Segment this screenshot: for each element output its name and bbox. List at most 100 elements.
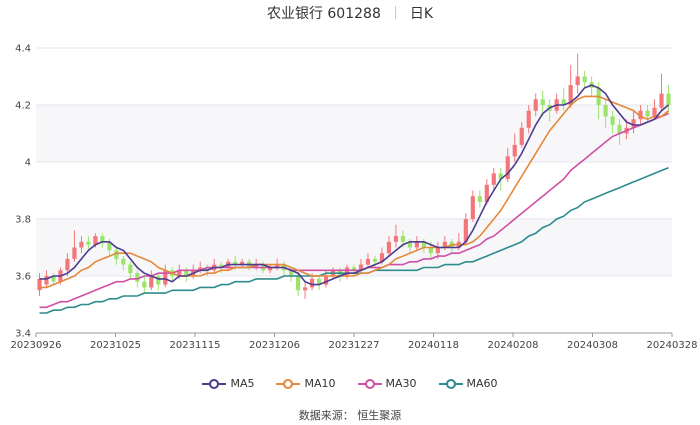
- candle-body: [505, 156, 510, 180]
- candle-body: [198, 267, 203, 271]
- title-divider: [394, 6, 396, 19]
- legend: MA5 MA10 MA30 MA60: [0, 377, 700, 390]
- candle-body: [631, 119, 636, 128]
- candle-body: [365, 258, 371, 265]
- candle-body: [268, 267, 273, 271]
- x-tick-label: 20231206: [249, 340, 300, 351]
- x-axis: 20230926 20231025 20231115 20231206 20231227…: [11, 332, 698, 351]
- legend-item-ma5[interactable]: MA5: [202, 377, 254, 390]
- candle-body: [442, 241, 447, 248]
- candle-body: [240, 261, 245, 265]
- legend-dot: [209, 378, 220, 389]
- candle-body: [344, 267, 350, 276]
- y-tick-label: 4: [25, 158, 31, 169]
- background-band: [36, 105, 672, 162]
- legend-swatch: [357, 378, 382, 389]
- candle-body: [309, 278, 315, 288]
- candle-body: [219, 264, 224, 268]
- plot-background-bands: [36, 105, 672, 276]
- candle-body: [114, 250, 119, 259]
- legend-item-ma60[interactable]: MA60: [438, 377, 498, 390]
- candle-body: [295, 276, 301, 291]
- candle-body: [107, 241, 112, 251]
- candle-body: [37, 278, 42, 291]
- candle-body: [400, 236, 406, 242]
- x-tick-label: 20231227: [329, 340, 380, 351]
- candle-body: [149, 276, 154, 288]
- candle-body: [156, 276, 161, 285]
- ma30-line: [39, 112, 669, 309]
- legend-label: MA10: [304, 377, 336, 390]
- y-axis-ticks: 3.4 3.6 3.8 4 4.2 4.4: [15, 44, 31, 340]
- candle-body: [666, 93, 671, 105]
- x-tick-label: 20231115: [170, 340, 221, 351]
- candle-body: [163, 270, 168, 285]
- legend-dot: [445, 378, 456, 389]
- candle-body: [421, 241, 426, 248]
- x-tick-label: 20231025: [90, 340, 141, 351]
- candle-body: [428, 247, 433, 254]
- candle-body: [659, 93, 664, 108]
- candle-body: [121, 258, 126, 265]
- candle-body: [470, 196, 475, 219]
- candle-body: [393, 236, 399, 242]
- legend-swatch: [276, 378, 301, 389]
- candle-body: [86, 241, 91, 245]
- legend-item-ma10[interactable]: MA10: [276, 377, 336, 390]
- candle-body: [142, 281, 147, 288]
- candle-body: [575, 76, 580, 86]
- candle-body: [65, 258, 70, 271]
- candle-body: [484, 184, 489, 202]
- legend-item-ma30[interactable]: MA30: [357, 377, 417, 390]
- candle-body: [372, 258, 378, 262]
- x-tick-label: 20230926: [11, 340, 62, 351]
- y-tick-label: 4.4: [15, 44, 31, 55]
- candle-body: [498, 173, 503, 180]
- candle-body: [414, 241, 419, 248]
- candle-body: [526, 110, 531, 128]
- legend-label: MA5: [230, 377, 255, 390]
- y-tick-label: 3.4: [15, 329, 31, 340]
- ma5-line: [39, 84, 670, 286]
- candle-body: [638, 110, 643, 120]
- candle-body: [603, 105, 608, 117]
- legend-dot: [364, 378, 375, 389]
- candle-body: [477, 196, 482, 202]
- candle-body: [254, 264, 259, 268]
- x-tick-label: 20240208: [488, 340, 539, 351]
- legend-dot: [283, 378, 294, 389]
- candle-body: [289, 270, 294, 276]
- x-tick-label: 20240328: [647, 340, 698, 351]
- candle-body: [177, 270, 182, 276]
- candle-body: [407, 241, 413, 248]
- period-label: 日K: [409, 6, 434, 22]
- candle-body: [617, 124, 622, 134]
- candle-body: [205, 267, 210, 271]
- candle-body: [652, 107, 657, 117]
- candle-body: [358, 264, 364, 271]
- data-source: 数据来源： 恒生聚源: [298, 409, 402, 422]
- legend-label: MA60: [466, 377, 498, 390]
- candle-body: [100, 236, 105, 242]
- ma10-line: [39, 95, 670, 289]
- candle-body: [386, 241, 392, 254]
- candle-body: [512, 144, 517, 157]
- candle-body: [135, 273, 140, 282]
- candle-body: [561, 99, 566, 105]
- candle-body: [233, 261, 238, 265]
- y-tick-label: 3.8: [15, 215, 31, 226]
- stock-title: 农业银行 601288: [266, 6, 381, 22]
- legend-swatch: [202, 378, 227, 389]
- candle-body: [379, 253, 385, 262]
- candle-body: [645, 110, 650, 117]
- x-tick-label: 20240118: [408, 340, 459, 351]
- candle-body: [351, 267, 357, 271]
- candle-body: [323, 276, 329, 285]
- candle-body: [533, 99, 538, 111]
- candle-body: [316, 278, 322, 285]
- candle-body: [51, 276, 56, 282]
- candles: [37, 53, 671, 299]
- candle-body: [275, 264, 280, 268]
- x-tick-label: 20240308: [567, 340, 618, 351]
